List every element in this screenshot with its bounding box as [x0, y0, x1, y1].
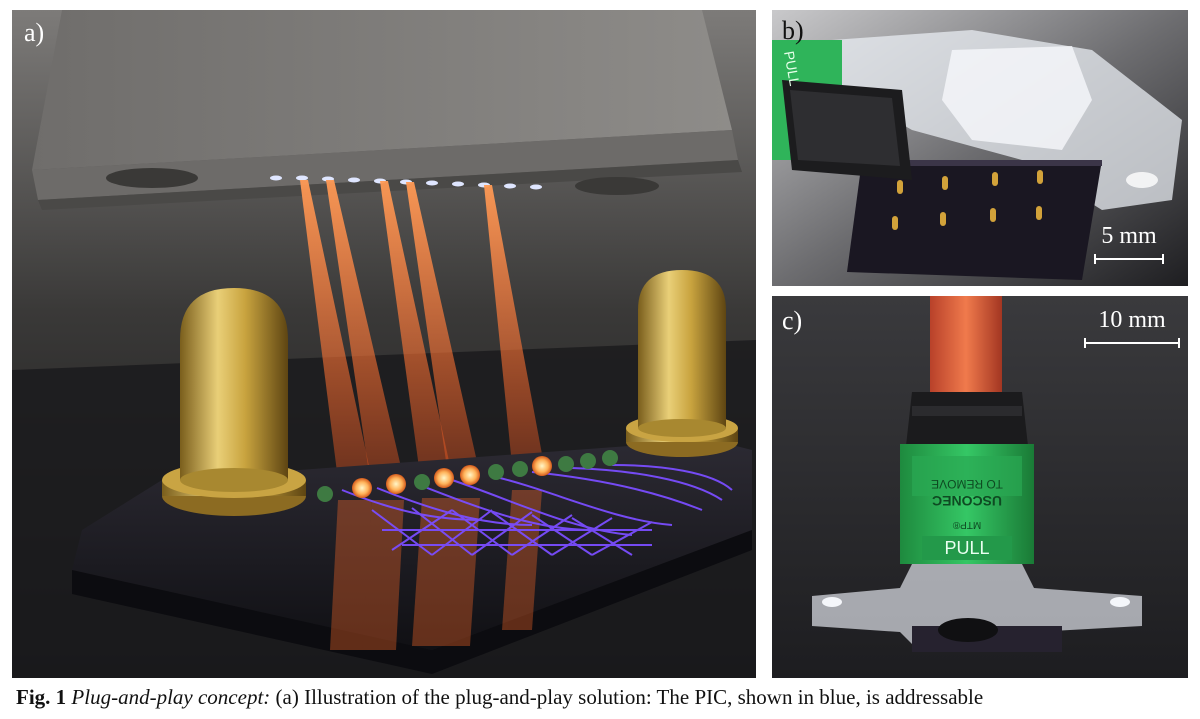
- figure-concept: Plug-and-play concept:: [71, 685, 270, 709]
- remove-text: TO REMOVE: [931, 477, 1003, 491]
- panel-b-photo: PULL b) 5 mm: [772, 10, 1188, 286]
- connector-on-chip-photo: USCONEC TO REMOVE MTP® PULL: [772, 296, 1188, 678]
- scale-bar-c: 10 mm: [1084, 308, 1180, 348]
- figure-number: Fig. 1: [16, 685, 66, 709]
- panel-c-label: c): [782, 308, 802, 334]
- scale-line-b: [1094, 254, 1164, 264]
- brand-text: USCONEC: [932, 493, 1002, 509]
- scale-text-c: 10 mm: [1084, 308, 1180, 332]
- figure-caption-text: (a) Illustration of the plug-and-play so…: [276, 685, 984, 709]
- plug-and-play-rendering: [12, 10, 756, 678]
- mtp-text: MTP®: [952, 519, 981, 530]
- figure-caption: Fig. 1 Plug-and-play concept: (a) Illust…: [16, 683, 1196, 711]
- pull-text-c: PULL: [944, 538, 989, 558]
- panel-a-illustration: a): [12, 10, 756, 678]
- panel-b-label: b): [782, 18, 804, 44]
- scale-line-c: [1084, 338, 1180, 348]
- scale-bar-b: 5 mm: [1094, 224, 1164, 264]
- panel-c-photo: USCONEC TO REMOVE MTP® PULL c) 10 mm: [772, 296, 1188, 678]
- scale-text-b: 5 mm: [1094, 224, 1164, 248]
- panel-a-label: a): [24, 20, 44, 46]
